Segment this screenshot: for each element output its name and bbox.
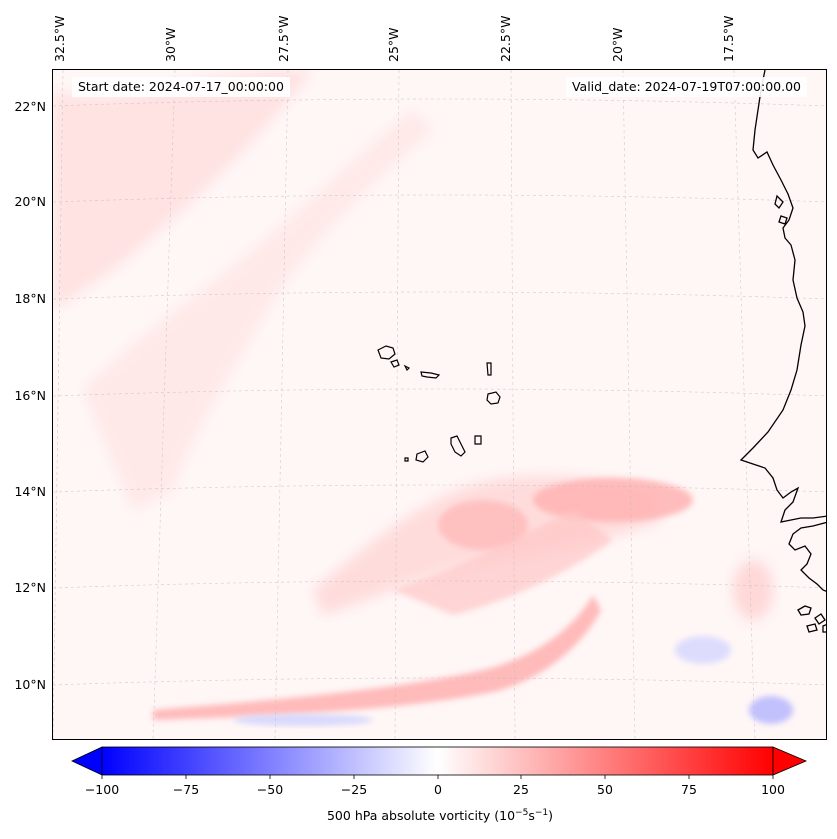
island-sao-vicente — [390, 359, 400, 368]
colorbar-title: 500 hPa absolute vorticity (10−5s−1) — [0, 808, 837, 823]
vorticity-negative-southeast — [749, 696, 793, 724]
colorbar-tick-label: −100 — [84, 782, 120, 797]
colorbar-extend-max — [772, 746, 808, 776]
cape-verde-islands — [377, 345, 501, 463]
colorbar-ticks — [101, 775, 774, 779]
colorbar-extend-min — [71, 746, 103, 776]
vorticity-band-arc — [83, 110, 433, 510]
colorbar-tick-label: 0 — [434, 782, 442, 797]
colorbar-tick-label: 75 — [681, 782, 697, 797]
colorbar-tick-label: 100 — [761, 782, 785, 797]
lat-label-10n: 10°N — [14, 677, 46, 692]
island-santiago — [450, 435, 466, 457]
island-maio — [474, 435, 482, 445]
lat-label-16n: 16°N — [14, 388, 46, 403]
lon-label-27-5w: 27.5°W — [276, 15, 291, 62]
lon-label-17-5w: 17.5°W — [721, 15, 736, 62]
lat-label-18n: 18°N — [14, 291, 46, 306]
colorbar-title-prefix: 500 hPa absolute vorticity (10 — [326, 808, 516, 824]
meridian-20w — [622, 70, 636, 739]
meridian-17-5w — [733, 70, 756, 739]
colorbar-tick-label: 50 — [597, 782, 613, 797]
map-panel — [52, 69, 827, 740]
parallel-18n — [53, 291, 826, 300]
vorticity-max-coast — [733, 560, 773, 620]
lon-label-20w: 20°W — [610, 27, 625, 62]
parallel-20n — [53, 194, 826, 203]
colorbar-title-exp1: −5 — [515, 808, 529, 818]
lat-label-14n: 14°N — [14, 484, 46, 499]
graticule — [53, 70, 826, 739]
meridian-30w — [152, 70, 176, 739]
parallel-22n — [53, 98, 826, 107]
coastline-mauritania-senegal — [739, 70, 826, 523]
lat-label-20n: 20°N — [14, 194, 46, 209]
island-brava — [404, 457, 409, 462]
island-fogo — [415, 450, 429, 463]
meridian-32-5w — [53, 70, 64, 739]
lon-label-30w: 30°W — [163, 27, 178, 62]
lon-label-25w: 25°W — [386, 27, 401, 62]
colorbar-tick-label: 25 — [513, 782, 529, 797]
meridian-22-5w — [510, 70, 516, 739]
island-sal — [486, 362, 492, 376]
parallel-12n — [53, 580, 826, 589]
vorticity-max-east — [533, 478, 693, 522]
colorbar-title-exp2: −1 — [534, 808, 549, 818]
vorticity-field — [53, 70, 793, 726]
vorticity-band-northwest — [53, 70, 313, 310]
colorbar-title-suffix: ) — [548, 808, 553, 824]
africa-coastline — [739, 70, 826, 633]
vorticity-max-center — [438, 500, 528, 550]
vorticity-negative-south — [233, 714, 373, 726]
vorticity-map — [53, 70, 826, 739]
coastline-bay-features — [774, 194, 788, 225]
island-boa-vista — [486, 391, 501, 405]
coastline-bijagos — [797, 605, 826, 633]
colorbar — [71, 746, 808, 779]
parallel-16n — [53, 388, 826, 397]
island-sao-nicolau — [420, 371, 441, 379]
colorbar-title-unit: s — [528, 808, 535, 824]
vorticity-negative-east — [675, 636, 731, 664]
colorbar-tick-label: −50 — [256, 782, 284, 797]
valid-date-label: Valid_date: 2024-07-19T07:00:00.00 — [565, 77, 807, 97]
lat-label-22n: 22°N — [14, 99, 46, 114]
lon-label-22-5w: 22.5°W — [498, 15, 513, 62]
coastline-guinea-bissau — [788, 521, 826, 592]
lon-label-32-5w: 32.5°W — [52, 15, 67, 62]
vorticity-band-south — [153, 595, 601, 720]
start-date-label: Start date: 2024-07-17_00:00:00 — [72, 77, 290, 97]
colorbar-tick-label: −75 — [172, 782, 200, 797]
colorbar-tick-label: −25 — [340, 782, 368, 797]
meridian-27-5w — [274, 70, 289, 739]
lat-label-12n: 12°N — [14, 580, 46, 595]
parallel-14n — [53, 484, 826, 493]
island-santa-luzia — [403, 364, 411, 372]
vorticity-band-southern-arc — [393, 510, 613, 615]
colorbar-bar — [101, 746, 774, 776]
parallel-10n — [53, 677, 826, 686]
island-santo-antao — [377, 345, 396, 360]
meridian-25w — [394, 70, 400, 739]
